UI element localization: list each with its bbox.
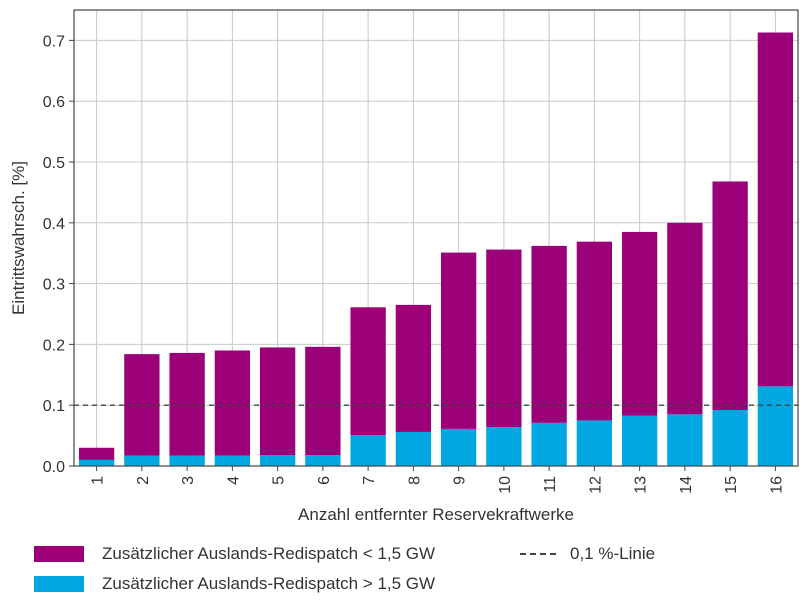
x-tick-label-1: 1 (90, 476, 107, 485)
legend-item-magenta: Zusätzlicher Auslands-Redispatch < 1,5 G… (34, 544, 435, 564)
y-tick-label: 0.0 (43, 459, 65, 476)
y-axis-ticks: 0.0 0.1 0.2 0.3 0.4 0.5 0.6 0.7 (43, 33, 74, 476)
bars (78, 32, 794, 466)
y-tick-label: 0.6 (43, 94, 65, 111)
bar-segment-cyan-1 (78, 459, 115, 466)
bar-segment-cyan-7 (350, 434, 386, 466)
y-tick-label: 0.5 (43, 155, 65, 172)
x-tick-label-8: 8 (406, 476, 423, 485)
y-axis-label: Eintrittswahrsch. [%] (9, 161, 28, 315)
y-tick-label: 0.2 (43, 337, 65, 354)
bar-segment-cyan-8 (395, 431, 432, 466)
x-tick-label-7: 7 (361, 476, 378, 485)
legend-item-cyan: Zusätzlicher Auslands-Redispatch > 1,5 G… (34, 574, 435, 594)
bar-segment-magenta-3 (169, 352, 205, 456)
bar-segment-cyan-14 (667, 414, 703, 466)
x-tick-label-2: 2 (135, 476, 152, 485)
x-tick-label-5: 5 (271, 476, 288, 485)
bar-segment-cyan-6 (305, 455, 341, 466)
bar-segment-cyan-2 (124, 455, 160, 466)
legend-swatch-magenta (34, 546, 84, 562)
legend-label-cyan: Zusätzlicher Auslands-Redispatch > 1,5 G… (102, 574, 436, 593)
bar-segment-magenta-15 (712, 181, 748, 411)
x-tick-label-14: 14 (678, 476, 695, 494)
x-tick-label-4: 4 (225, 476, 242, 485)
bar-segment-magenta-6 (305, 346, 341, 456)
legend-label-magenta: Zusätzlicher Auslands-Redispatch < 1,5 G… (102, 544, 436, 563)
legend-item-reference-line: 0,1 %-Linie (520, 544, 655, 564)
bar-chart: 0.00.10.20.30.40.50.60.7 1 2 3 4 5 6 7 8 9 10 11 12… (9, 9, 799, 524)
bar-segment-cyan-9 (440, 428, 477, 466)
bar-segment-magenta-9 (440, 252, 477, 429)
x-axis-label: Anzahl entfernter Reservekraftwerke (298, 505, 574, 524)
bar-segment-cyan-16 (757, 386, 794, 466)
bar-segment-cyan-12 (576, 420, 613, 466)
plot-frame (73, 9, 799, 467)
bar-segment-cyan-4 (214, 455, 251, 466)
x-tick-label-9: 9 (452, 476, 469, 485)
bar-segment-magenta-12 (576, 241, 613, 421)
bar-segment-magenta-4 (214, 350, 251, 456)
bar-segment-magenta-1 (78, 447, 115, 460)
x-tick-label-16: 16 (768, 476, 785, 494)
y-tick-label: 0.7 (43, 33, 65, 50)
y-tick-label: 0.3 (43, 277, 65, 294)
bar-segment-magenta-5 (259, 347, 296, 456)
bar-segment-magenta-16 (757, 32, 794, 387)
bar-segment-cyan-13 (621, 415, 658, 466)
bar-segment-cyan-11 (531, 422, 567, 466)
bar-segment-magenta-11 (531, 245, 567, 423)
y-tick-label: 0.1 (43, 398, 65, 415)
legend: Zusätzlicher Auslands-Redispatch < 1,5 G… (34, 538, 794, 600)
bar-segment-magenta-7 (350, 307, 386, 435)
bar-segment-cyan-15 (712, 410, 748, 466)
bar-segment-cyan-10 (486, 427, 522, 466)
x-axis-ticks: 1 2 3 4 5 6 7 8 9 10 11 12 13 14 15 16 (90, 466, 785, 494)
bar-segment-cyan-3 (169, 455, 205, 466)
bar-segment-magenta-8 (395, 304, 432, 432)
legend-label-reference-line: 0,1 %-Linie (570, 544, 656, 563)
x-tick-label-10: 10 (497, 476, 514, 494)
x-tick-label-12: 12 (587, 476, 604, 494)
y-tick-label: 0.4 (43, 216, 65, 233)
bar-segment-magenta-13 (621, 231, 658, 416)
x-tick-label-6: 6 (316, 476, 333, 485)
bar-segment-magenta-10 (486, 249, 522, 428)
x-tick-label-3: 3 (180, 476, 197, 485)
x-tick-label-15: 15 (723, 476, 740, 494)
x-tick-label-13: 13 (633, 476, 650, 494)
bar-segment-magenta-14 (667, 222, 703, 415)
bar-segment-cyan-5 (259, 455, 296, 466)
legend-swatch-cyan (34, 576, 84, 592)
x-tick-label-11: 11 (542, 476, 559, 493)
legend-dashed-line (520, 553, 556, 555)
